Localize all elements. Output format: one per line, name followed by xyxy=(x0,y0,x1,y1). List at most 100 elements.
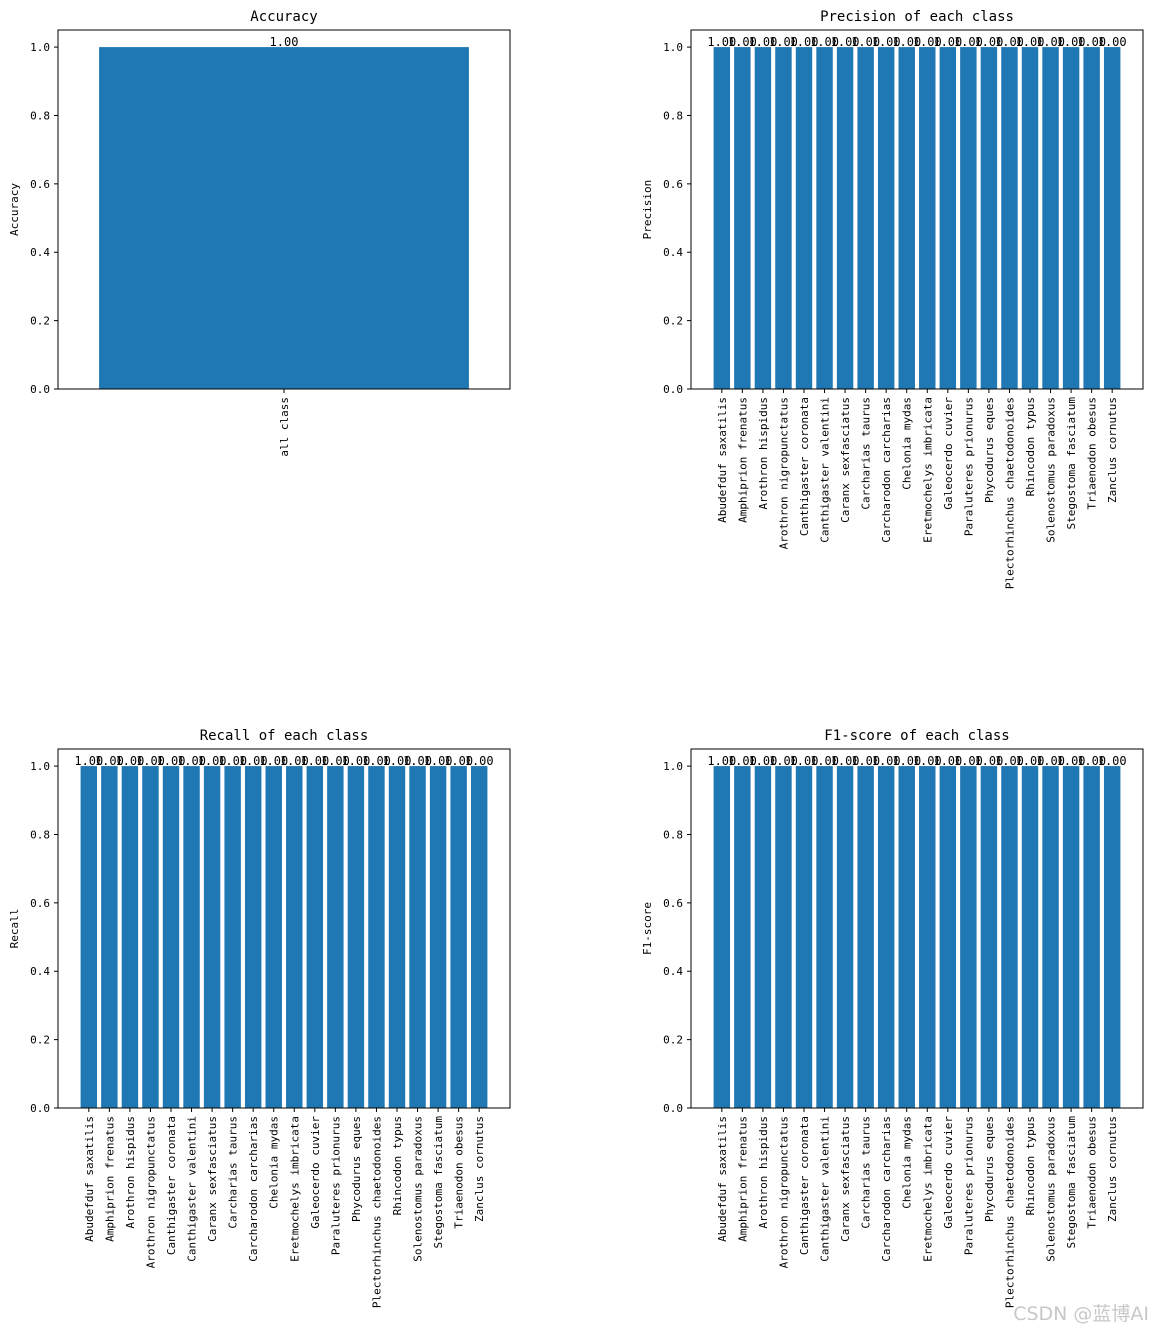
bar xyxy=(1042,47,1059,389)
data-label: 1.00 xyxy=(239,754,268,768)
x-tick-label: Paraluteres prionurus xyxy=(962,1116,975,1255)
data-label: 1.00 xyxy=(403,754,432,768)
bar xyxy=(939,47,957,389)
x-tick-label: Rhincodon typus xyxy=(1024,397,1037,496)
y-tick-label: 0.4 xyxy=(30,965,50,978)
data-label: 1.00 xyxy=(95,754,124,768)
chart-title: Recall of each class xyxy=(200,728,369,744)
bar xyxy=(347,766,365,1108)
y-axis-label: Precision xyxy=(641,180,654,240)
x-tick-label: Carcharias taurus xyxy=(860,1116,873,1229)
bar xyxy=(734,47,751,389)
y-tick-label: 0.6 xyxy=(663,897,683,910)
y-tick-label: 0.2 xyxy=(663,1034,683,1047)
y-tick-label: 0.8 xyxy=(663,828,683,841)
bar xyxy=(1103,47,1121,389)
bar xyxy=(368,766,385,1108)
bar xyxy=(919,47,936,389)
x-tick-label: Triaenodon obesus xyxy=(1086,397,1099,510)
data-label: 1.00 xyxy=(383,754,412,768)
bar xyxy=(388,766,406,1108)
bar xyxy=(265,766,282,1108)
y-axis-label: Accuracy xyxy=(8,183,21,236)
x-tick-label: Chelonia mydas xyxy=(268,1116,281,1209)
data-label: 1.00 xyxy=(933,35,962,49)
data-label: 1.00 xyxy=(218,754,247,768)
bar xyxy=(877,766,895,1108)
x-tick-label: Amphiprion frenatus xyxy=(736,1116,749,1242)
x-tick-label: Stegostoma fasciatum xyxy=(1065,1116,1078,1249)
bar xyxy=(795,47,813,389)
axes-frame xyxy=(57,748,511,1109)
x-tick-label: Caranx sexfasciatus xyxy=(206,1116,219,1242)
y-tick-label: 0.0 xyxy=(663,1102,683,1115)
bar xyxy=(795,766,813,1108)
bar xyxy=(857,47,874,389)
data-label: 1.00 xyxy=(810,754,839,768)
x-tick-label: Solenostomus paradoxus xyxy=(1045,1116,1058,1262)
x-tick-label: Solenostomus paradoxus xyxy=(412,1116,425,1262)
bar xyxy=(224,766,241,1108)
bar xyxy=(162,766,180,1108)
y-tick-label: 0.4 xyxy=(663,246,683,259)
bar xyxy=(939,766,957,1108)
data-label: 1.00 xyxy=(831,754,860,768)
data-label: 1.00 xyxy=(810,35,839,49)
data-label: 1.00 xyxy=(995,754,1024,768)
x-tick-label: Zanclus cornutus xyxy=(473,1116,486,1222)
y-axis-label: Recall xyxy=(8,909,21,949)
x-tick-label: Eretmochelys imbricata xyxy=(288,1116,301,1262)
data-label: 1.00 xyxy=(913,35,942,49)
x-tick-label: Eretmochelys imbricata xyxy=(921,1116,934,1262)
x-tick-label: Amphiprion frenatus xyxy=(736,397,749,523)
bar xyxy=(1083,766,1100,1108)
chart-title: F1-score of each class xyxy=(824,728,1009,744)
data-label: 1.00 xyxy=(1057,754,1086,768)
x-tick-label: Arothron nigropunctatus xyxy=(777,397,790,549)
x-tick-label: Eretmochelys imbricata xyxy=(921,397,934,543)
bar xyxy=(1021,47,1039,389)
data-label: 1.00 xyxy=(933,754,962,768)
bar xyxy=(80,766,98,1108)
bar xyxy=(734,766,751,1108)
y-axis-label: F1-score xyxy=(641,902,654,955)
y-tick-label: 0.4 xyxy=(30,246,50,259)
x-tick-label: Galeocerdo cuvier xyxy=(942,1116,955,1229)
x-tick-label: Carcharias taurus xyxy=(860,397,873,510)
data-label: 1.00 xyxy=(851,754,880,768)
bar xyxy=(1001,47,1018,389)
data-label: 1.00 xyxy=(1036,754,1065,768)
data-label: 1.00 xyxy=(321,754,350,768)
data-label: 1.00 xyxy=(892,35,921,49)
bar xyxy=(816,766,833,1108)
chart-title: Precision of each class xyxy=(820,9,1014,25)
data-label: 1.00 xyxy=(157,754,186,768)
x-tick-label: Abudefduf saxatilis xyxy=(716,397,729,523)
data-label: 1.00 xyxy=(198,754,227,768)
x-tick-label: Carcharias taurus xyxy=(227,1116,240,1229)
bar xyxy=(980,766,998,1108)
bar xyxy=(816,47,833,389)
data-label: 1.00 xyxy=(913,754,942,768)
bar xyxy=(713,766,731,1108)
data-label: 1.00 xyxy=(1036,35,1065,49)
y-tick-label: 0.4 xyxy=(663,965,683,978)
x-tick-label: Carcharodon carcharias xyxy=(880,1116,893,1262)
bar xyxy=(306,766,324,1108)
bar xyxy=(857,766,874,1108)
data-label: 1.00 xyxy=(707,754,736,768)
x-tick-label: Triaenodon obesus xyxy=(453,1116,466,1229)
x-tick-label: Canthigaster valentini xyxy=(819,397,832,543)
data-label: 1.00 xyxy=(300,754,329,768)
bar xyxy=(1062,47,1080,389)
data-label: 1.00 xyxy=(341,754,370,768)
bar xyxy=(836,47,854,389)
data-label: 1.00 xyxy=(465,754,494,768)
x-tick-label: Carcharodon carcharias xyxy=(247,1116,260,1262)
bar xyxy=(1001,766,1018,1108)
watermark: CSDN @蓝博AI xyxy=(1013,1303,1149,1325)
bar xyxy=(101,766,118,1108)
data-label: 1.00 xyxy=(1098,754,1127,768)
data-label: 1.00 xyxy=(74,754,103,768)
